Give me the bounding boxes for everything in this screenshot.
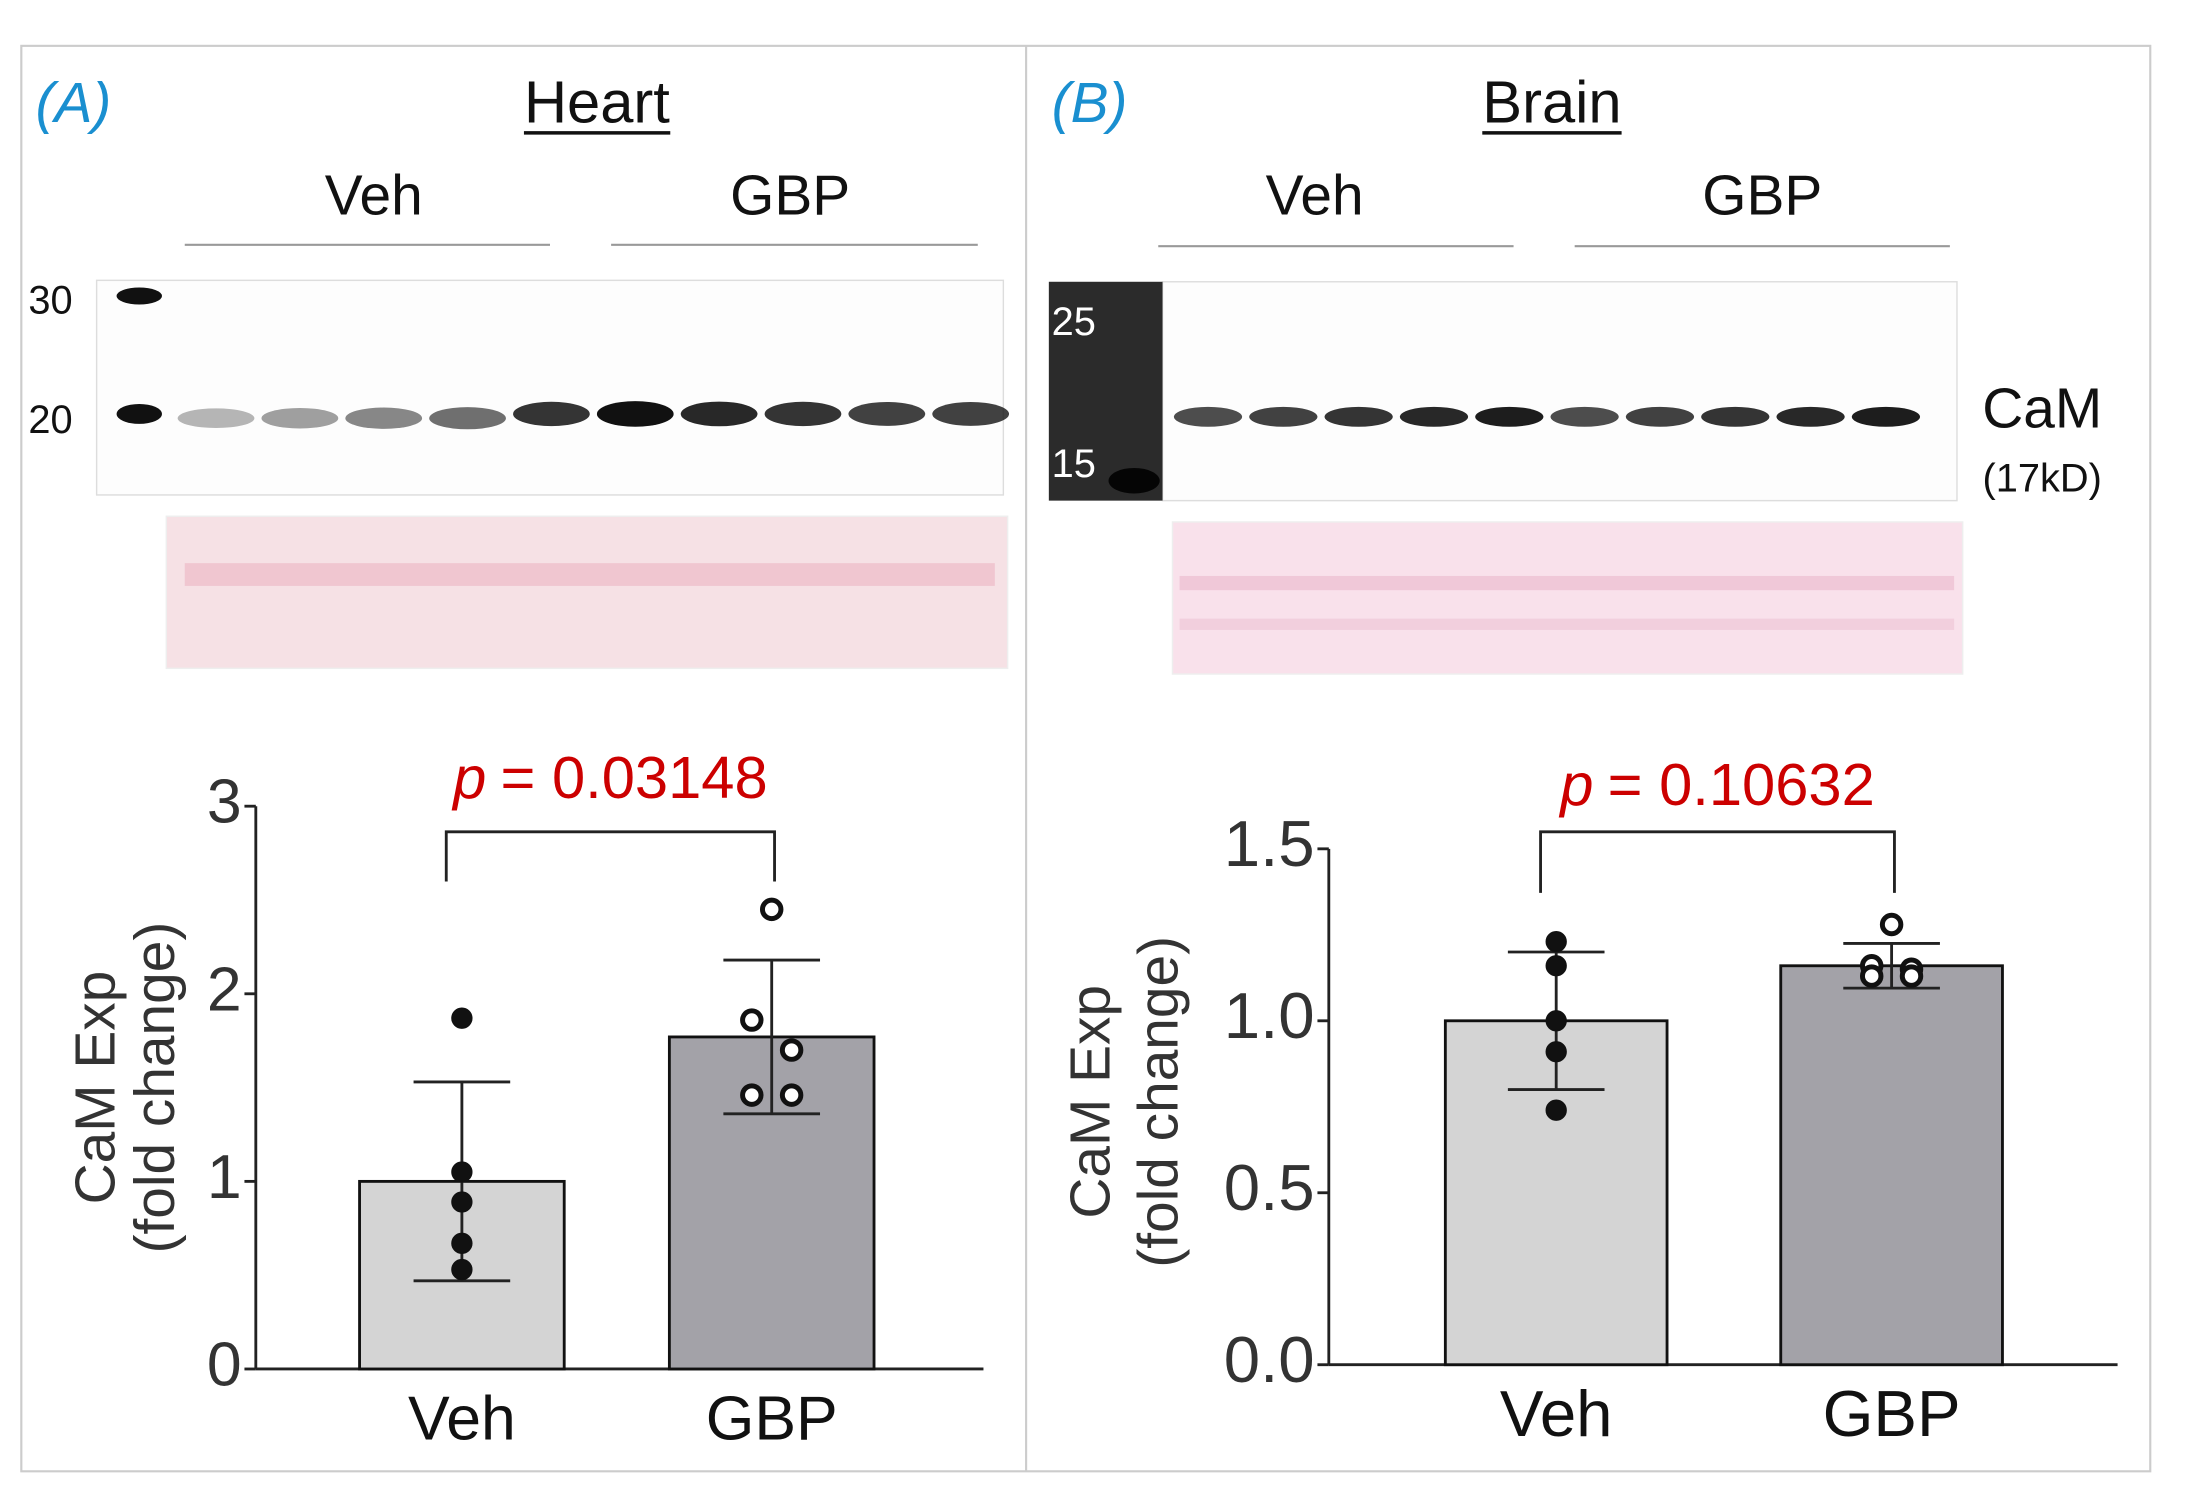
ponceau-band (1179, 575, 1955, 591)
group-label: GBP (730, 164, 850, 227)
y-axis-label: (fold change) (124, 922, 187, 1254)
band (1776, 406, 1845, 427)
band (261, 407, 339, 429)
y-axis-label: CaM Exp (1059, 985, 1122, 1219)
marker-label: 20 (28, 398, 72, 442)
band (1324, 406, 1393, 427)
x-tick-label: Veh (1500, 1377, 1613, 1450)
marker-band (1108, 467, 1160, 494)
marker-band (116, 403, 163, 424)
error-bar (723, 958, 821, 1116)
data-point (1859, 964, 1884, 988)
blot-bands (177, 401, 1010, 430)
data-point (1545, 1041, 1567, 1063)
band (1851, 406, 1921, 427)
marker-label: 15 (1052, 442, 1096, 486)
data-point (1879, 912, 1904, 937)
y-axis-label: CaM Exp (64, 971, 127, 1205)
panel-label: (A) (36, 72, 112, 135)
protein-label: CaM (1982, 378, 2102, 441)
group-label: Veh (1266, 164, 1364, 227)
data-point (740, 1083, 764, 1107)
marker-label: 30 (28, 279, 72, 323)
y-axis-label: (fold change) (1128, 936, 1191, 1268)
group-label: Veh (325, 164, 423, 227)
ponceau-band (1179, 618, 1955, 630)
y-tick-label: 1.5 (1224, 807, 1315, 880)
data-point (740, 1008, 764, 1032)
band (429, 407, 506, 430)
ponceau-stain (165, 515, 1009, 670)
marker-label: 25 (1052, 300, 1096, 344)
band (345, 407, 423, 429)
data-point (1545, 955, 1567, 977)
band (1701, 406, 1770, 427)
data-point (451, 1191, 473, 1213)
band (764, 401, 842, 427)
data-point (451, 1007, 473, 1029)
p-value: p = 0.03148 (451, 744, 768, 811)
blot-bands (1173, 406, 1921, 427)
frame (20, 44, 2152, 1473)
blot (1161, 281, 1958, 502)
significance-bracket (1539, 830, 1896, 893)
data-point (759, 897, 784, 922)
y-tick-label: 0.5 (1224, 1151, 1315, 1224)
band (177, 408, 255, 429)
marker-lane (1048, 281, 1163, 501)
data-point (1899, 964, 1924, 988)
x-tick-label: GBP (706, 1384, 838, 1454)
data-point (1545, 1099, 1567, 1121)
band (1475, 406, 1544, 427)
panel-title: Brain (1482, 69, 1621, 136)
band (680, 401, 758, 427)
ponceau-stain (1171, 521, 1964, 675)
x-tick-label: Veh (408, 1384, 516, 1454)
y-tick-label: 0 (207, 1329, 242, 1399)
data-point (451, 1232, 473, 1254)
data-point (779, 1038, 804, 1062)
protein-size: (17kD) (1983, 456, 2102, 500)
significance-bracket (444, 830, 776, 882)
y-tick-label: 1.0 (1224, 979, 1315, 1052)
band (1249, 406, 1318, 427)
data-point (1545, 931, 1567, 953)
bar (1779, 964, 2004, 1367)
data-point (1545, 1010, 1567, 1032)
p-text: = 0.03148 (501, 744, 768, 811)
p-text: = 0.10632 (1608, 751, 1875, 818)
panel-label: (B) (1052, 72, 1128, 135)
band (932, 402, 1010, 426)
band (596, 401, 674, 427)
y-tick-label: 1 (207, 1142, 242, 1212)
band (1399, 406, 1469, 427)
band (513, 401, 590, 427)
marker-band (116, 287, 163, 305)
band (848, 402, 926, 426)
y-tick-label: 0.0 (1224, 1323, 1315, 1396)
blot (95, 279, 1005, 496)
y-tick-label: 3 (207, 767, 242, 837)
p-value: p = 0.10632 (1558, 751, 1875, 818)
band (1625, 406, 1695, 427)
data-point (451, 1161, 473, 1183)
band (1173, 406, 1243, 427)
panel-title: Heart (524, 69, 670, 136)
data-point (451, 1258, 473, 1281)
group-label: GBP (1702, 164, 1822, 227)
y-tick-label: 2 (207, 954, 242, 1024)
ponceau-band (184, 563, 995, 586)
data-point (779, 1083, 804, 1107)
x-tick-label: GBP (1823, 1377, 1961, 1450)
band (1550, 406, 1619, 427)
error-bar (1843, 941, 1940, 990)
p-symbol: p (451, 744, 486, 811)
p-symbol: p (1558, 751, 1593, 818)
